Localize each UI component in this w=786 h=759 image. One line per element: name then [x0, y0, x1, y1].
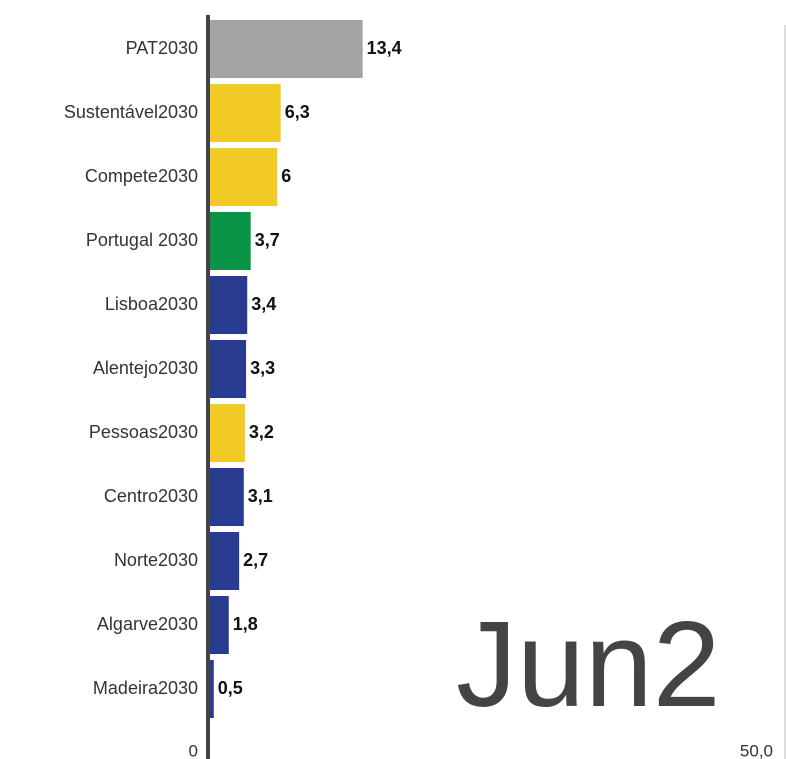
- category-label: Norte2030: [114, 550, 198, 570]
- category-label: Portugal 2030: [86, 230, 198, 250]
- bar: [208, 660, 214, 718]
- bar: [208, 276, 248, 334]
- x-tick-label: 0: [189, 741, 198, 759]
- category-label: Pessoas2030: [89, 422, 198, 442]
- bar: [208, 20, 363, 78]
- value-label: 1,8: [233, 614, 258, 634]
- value-label: 6: [281, 166, 291, 186]
- category-label: Madeira2030: [93, 678, 198, 698]
- x-tick-label: 50,0: [740, 741, 773, 759]
- bar: [208, 340, 247, 398]
- date-annotation: Jun2: [456, 596, 721, 732]
- bar: [208, 148, 278, 206]
- bar: [208, 84, 281, 142]
- bar: [208, 404, 245, 462]
- value-label: 6,3: [285, 102, 310, 122]
- category-label: Compete2030: [85, 166, 198, 186]
- category-label: Alentejo2030: [93, 358, 198, 378]
- value-label: 0,5: [218, 678, 243, 698]
- value-label: 3,7: [255, 230, 280, 250]
- bar: [208, 596, 229, 654]
- category-label: Algarve2030: [97, 614, 198, 634]
- value-label: 13,4: [367, 38, 402, 58]
- category-label: Lisboa2030: [105, 294, 198, 314]
- bar: [208, 532, 240, 590]
- value-label: 3,1: [248, 486, 273, 506]
- category-label: PAT2030: [126, 38, 198, 58]
- value-label: 3,4: [251, 294, 276, 314]
- category-label: Sustentável2030: [64, 102, 198, 122]
- value-label: 3,2: [249, 422, 274, 442]
- value-label: 2,7: [243, 550, 268, 570]
- bar: [208, 468, 244, 526]
- category-label: Centro2030: [104, 486, 198, 506]
- value-label: 3,3: [250, 358, 275, 378]
- bar: [208, 212, 251, 270]
